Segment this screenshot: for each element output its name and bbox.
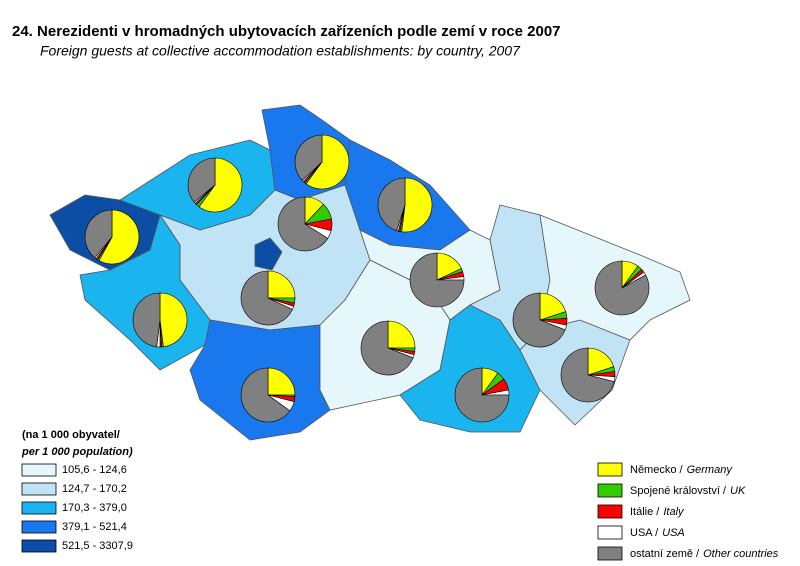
pie-slice — [240, 367, 291, 423]
label-cs: Německo / — [630, 464, 684, 476]
legends: 105,6 - 124,6 124,7 - 170,2 170,3 - 379,0 3… — [21, 462, 779, 561]
pie-slice — [594, 260, 650, 316]
pie-legend-label: ostatní země / Other countries — [630, 548, 779, 560]
pie-slice — [360, 320, 414, 376]
label-en: Other countries — [703, 548, 779, 560]
pies — [84, 134, 650, 423]
label-cs: ostatní země / — [630, 548, 700, 560]
density-swatch — [21, 463, 57, 477]
pie-slice — [267, 367, 296, 396]
label-cs: Itálie / — [630, 506, 660, 518]
pie-swatch — [597, 546, 623, 561]
label-en: UK — [730, 485, 746, 497]
pie-slice — [401, 177, 433, 233]
pie-slice — [377, 177, 406, 232]
label-en: Germany — [687, 464, 734, 476]
pie-slice — [387, 320, 416, 349]
pie-slice — [305, 134, 350, 190]
title: 24. Nerezidenti v hromadných ubytovacích… — [12, 23, 561, 40]
density-legend-title: (na 1 000 obyvatel/ — [22, 429, 120, 441]
pie-swatch — [597, 462, 623, 477]
pie-swatch — [597, 504, 623, 519]
pie-swatch — [597, 525, 623, 540]
pie-slice — [187, 157, 216, 203]
pie-slice — [560, 347, 615, 403]
pie-legend-label: Spojené království / UK — [630, 485, 746, 497]
density-label: 124,7 - 170,2 — [62, 483, 127, 495]
pie-slice — [198, 157, 243, 213]
pie-slice — [294, 134, 323, 181]
pie-slice — [240, 270, 293, 326]
density-label: 521,5 - 3307,9 — [62, 540, 133, 552]
pie-slice — [159, 292, 188, 348]
subtitle: Foreign guests at collective accommodati… — [40, 43, 521, 59]
pie-slice — [267, 270, 296, 299]
density-legend-title-en: per 1 000 population) — [21, 446, 133, 458]
region — [254, 237, 283, 271]
label-cs: USA / — [630, 527, 659, 539]
pie-slice — [132, 292, 161, 348]
pie-slice — [409, 252, 465, 308]
density-swatch — [21, 520, 57, 534]
pie-slice — [277, 196, 329, 252]
label-cs: Spojené království / — [630, 485, 727, 497]
label-en: Italy — [663, 506, 685, 518]
pie-legend-label: Itálie / Italy — [630, 506, 685, 518]
pie-slice — [84, 209, 113, 259]
pie-legend-label: USA / USA — [630, 527, 685, 539]
pie-slice — [98, 209, 140, 265]
density-label: 170,3 - 379,0 — [62, 502, 127, 514]
pie-swatch — [597, 483, 623, 498]
label-en: USA — [662, 527, 685, 539]
pie-legend-label: Německo / Germany — [630, 464, 733, 476]
density-label: 379,1 - 521,4 — [62, 521, 127, 533]
density-swatch — [21, 501, 57, 515]
density-swatch — [21, 539, 57, 553]
pie-slice — [512, 292, 566, 348]
density-label: 105,6 - 124,6 — [62, 464, 127, 476]
pie-slice — [454, 367, 510, 423]
density-swatch — [21, 482, 57, 496]
